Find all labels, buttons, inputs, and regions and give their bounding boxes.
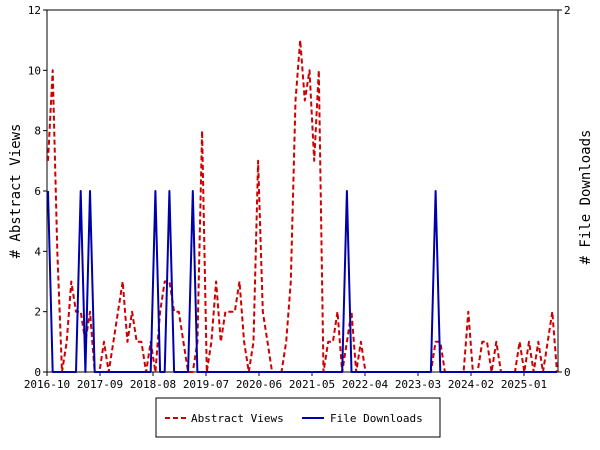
x-tick-label: 2017-09 xyxy=(77,378,123,391)
y-axis-right: 02 xyxy=(558,4,571,379)
y-axis-right-title: # File Downloads xyxy=(578,130,594,265)
plot-area xyxy=(46,9,559,373)
y-left-tick-label: 10 xyxy=(28,64,41,77)
series-line-abstract-views xyxy=(47,39,558,373)
legend: Abstract Views File Downloads xyxy=(155,397,441,438)
x-tick-label: 2023-03 xyxy=(395,378,441,391)
x-tick-label: 2016-10 xyxy=(24,378,70,391)
x-tick-label: 2024-02 xyxy=(448,378,494,391)
y-left-tick-label: 4 xyxy=(34,245,41,258)
series-line-file-downloads xyxy=(47,190,557,373)
y-axis-left-title: # Abstract Views xyxy=(8,124,24,259)
y-left-tick-label: 8 xyxy=(34,125,41,138)
y-left-tick-label: 12 xyxy=(28,4,41,17)
legend-label-file-downloads: File Downloads xyxy=(330,412,423,425)
legend-label-abstract-views: Abstract Views xyxy=(191,412,284,425)
y-left-tick-label: 0 xyxy=(34,366,41,379)
y-right-tick-label: 0 xyxy=(564,366,571,379)
y-right-tick-label: 2 xyxy=(564,4,571,17)
x-tick-label: 2020-06 xyxy=(236,378,282,391)
y-axis-left: 0 2 4 6 8 10 12 xyxy=(28,4,47,379)
series-layer xyxy=(47,39,558,373)
legend-box xyxy=(155,397,441,438)
x-tick-label: 2022-04 xyxy=(342,378,389,391)
x-tick-label: 2019-07 xyxy=(183,378,229,391)
x-tick-label: 2025-01 xyxy=(501,378,547,391)
x-tick-label: 2021-05 xyxy=(289,378,335,391)
y-left-tick-label: 2 xyxy=(34,306,41,319)
x-tick-label: 2018-08 xyxy=(130,378,176,391)
x-axis: 2016-10 2017-09 2018-08 2019-07 2020-06 2021-… xyxy=(24,372,547,391)
y-left-tick-label: 6 xyxy=(34,185,41,198)
